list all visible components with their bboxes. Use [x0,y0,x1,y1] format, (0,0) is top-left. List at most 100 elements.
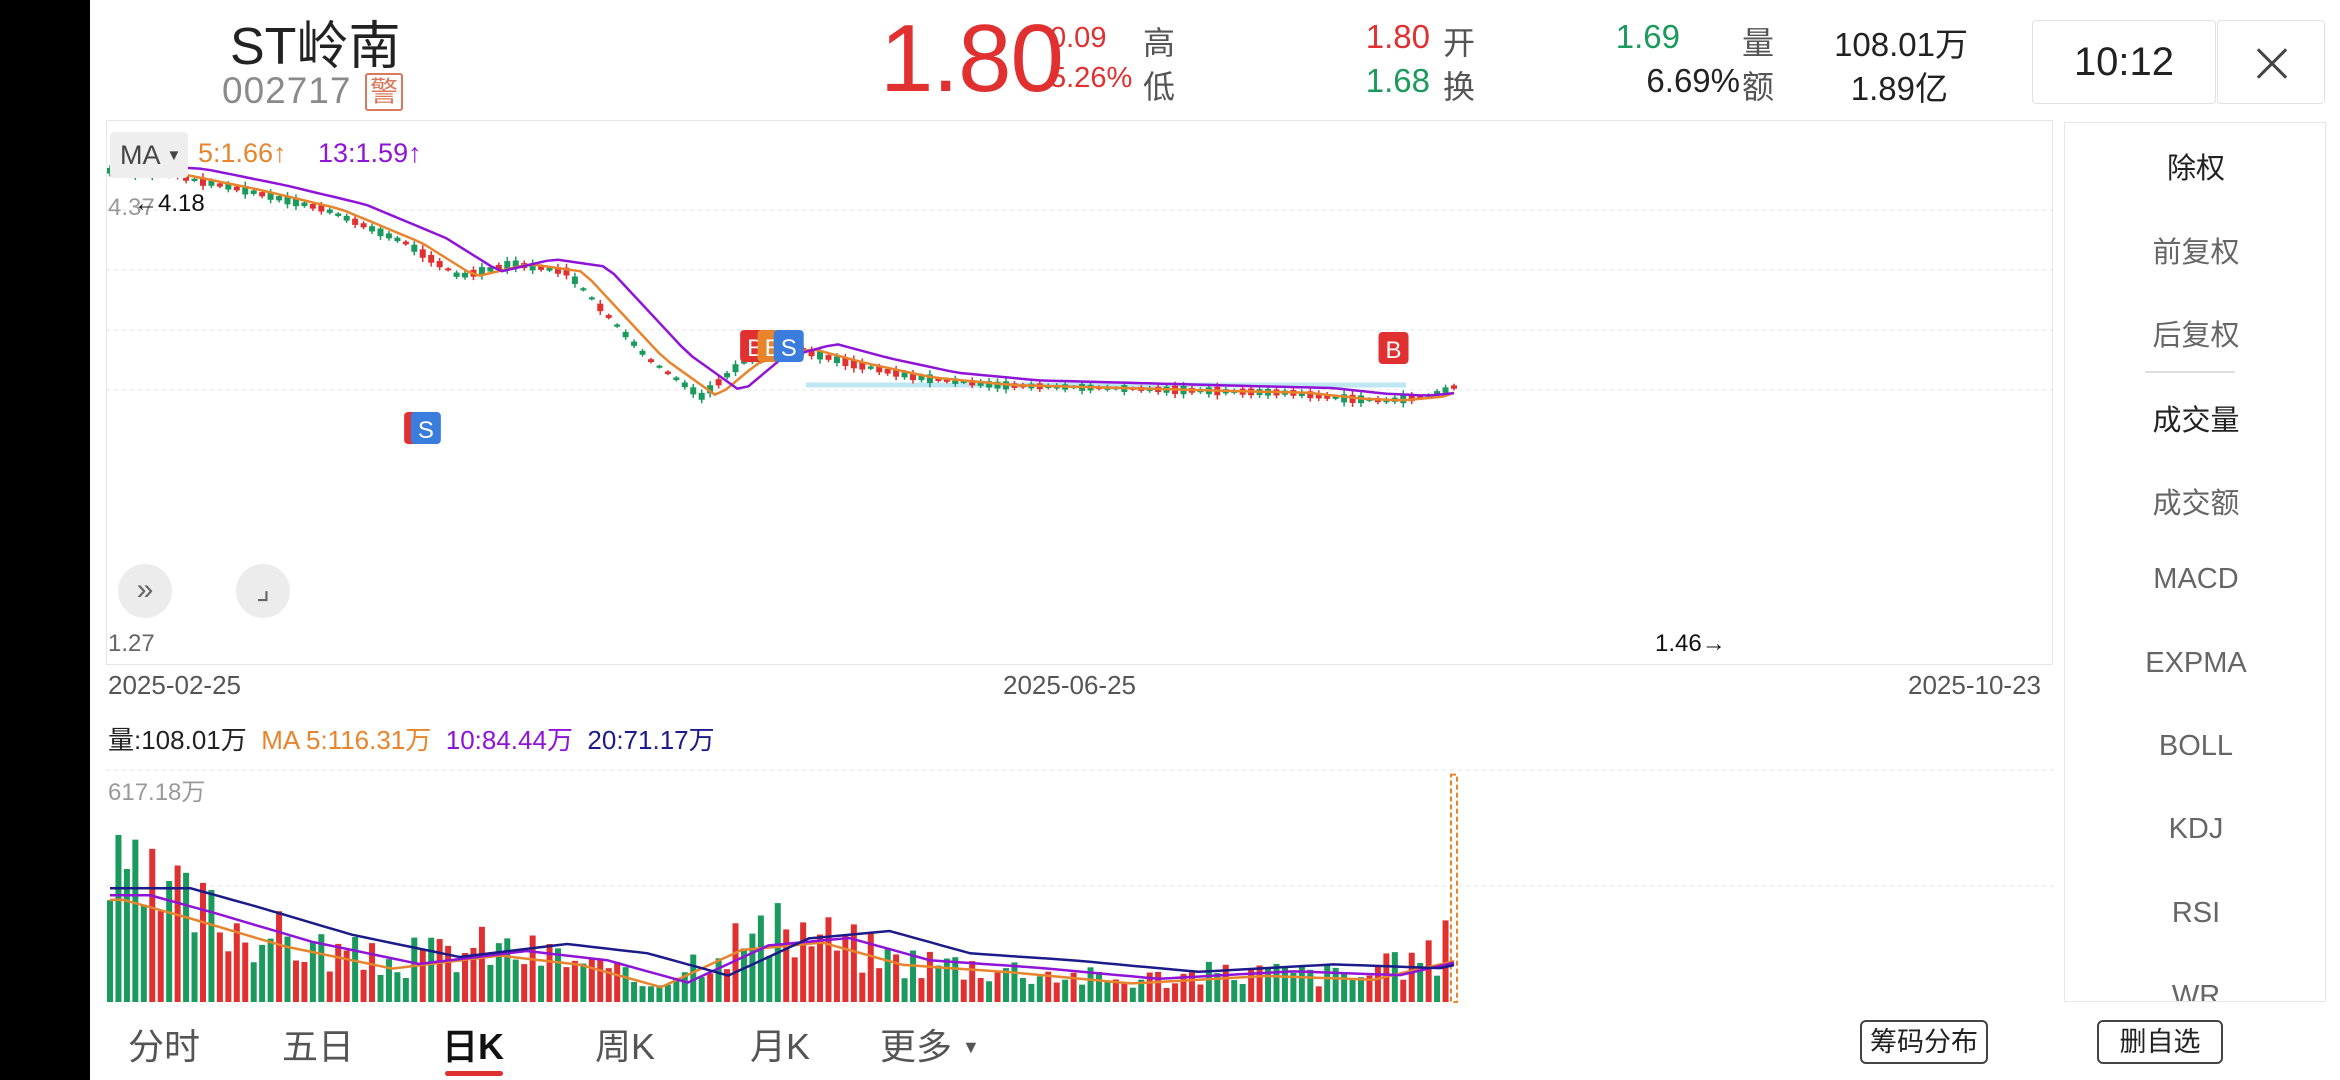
candle-body [910,373,917,381]
volume-chart[interactable] [106,710,2053,1004]
volume-bar [1095,971,1102,1002]
tab-intraday[interactable]: 分时 [128,1026,201,1067]
ma-indicator-selector[interactable]: MA ▼ [110,132,188,178]
volume-bar [1087,967,1094,1002]
signal-letter: B [1386,337,1402,364]
candle-body [402,241,409,245]
volume-bar [267,938,274,1002]
volume-bar [521,964,528,1002]
volume-bar [1121,982,1128,1002]
candle-body [1417,396,1424,399]
side-item-backward-adjusted[interactable]: 后复权 [2152,320,2240,352]
candle-body [1341,394,1348,403]
side-item-amount[interactable]: 成交额 [2152,488,2240,520]
collapse-icon[interactable]: ⌟ [236,564,290,618]
price-axis-max: 4.37 [108,194,155,221]
candle-body [309,203,316,209]
open-label: 开 [1443,25,1476,61]
volume-bar [876,968,883,1002]
tab-daily-k[interactable]: 日K [442,1026,504,1067]
candle-body [580,288,587,291]
signal-badge [1378,332,1409,364]
side-item-boll[interactable]: BOLL [2158,730,2234,762]
side-item-wr[interactable]: WR [2171,980,2221,1002]
volume-bar [402,978,409,1002]
volume-bar [1197,984,1204,1002]
volume-bar [850,924,857,1002]
time-display: 10:12 [2032,20,2216,104]
tab-more[interactable]: 更多 ▼ [880,1018,980,1070]
tab-five-day[interactable]: 五日 [282,1026,355,1067]
volume-axis-max: 617.18万 [108,779,206,806]
volume-bar [1172,983,1179,1002]
kline-chart[interactable]: BSBBSB [106,120,2053,665]
volume-bar [605,968,612,1002]
candle-body [1451,385,1457,389]
volume-bar [352,937,359,1002]
volume-bar [1265,968,1272,1002]
volume-bar [800,922,807,1002]
side-item-volume[interactable]: 成交量 [2152,405,2240,437]
signal-badge [410,412,441,444]
volume-bar [462,952,469,1002]
candle-body [267,192,274,200]
side-item-ex-rights[interactable]: 除权 [2166,153,2225,185]
candle-body [419,249,426,258]
candle-body [698,392,705,400]
candle-body [867,366,874,369]
volume-bar [369,943,376,1002]
tab-weekly-k[interactable]: 周K [595,1026,656,1067]
ma13-legend: 13:1.59↑ [318,138,422,169]
volume-bar [707,973,714,1002]
date-end: 2025-10-23 [1908,670,2041,700]
side-item-kdj[interactable]: KDJ [2168,813,2224,845]
volume-bar [960,979,967,1002]
side-item-macd[interactable]: MACD [2153,563,2239,595]
volume-bar [1138,979,1145,1002]
volume-bar [529,935,536,1002]
volume-bar [918,978,925,1002]
candle-body [183,175,190,181]
volume-bar-estimate [1450,773,1458,1003]
candle-body [893,369,900,377]
candle-body [546,267,553,271]
side-item-expma[interactable]: EXPMA [2145,647,2247,679]
chip-distribution-button[interactable]: 筹码分布 [1860,1020,1988,1064]
kline-chart-frame [106,120,2053,665]
volume-bar [715,958,722,1002]
volume-bar [817,934,824,1002]
close-button[interactable] [2217,20,2325,104]
volume-bar [470,947,477,1002]
candle-body [276,196,283,201]
signal-letter: S [418,417,434,444]
volume-bar [969,961,976,1002]
volume-bar [1062,979,1069,1002]
candle-body [588,297,595,300]
volume-bar [926,951,933,1002]
candle-body [436,261,443,268]
candle-body [622,332,629,338]
volume-bar [1003,968,1009,1002]
candle-body [926,374,933,384]
remove-watchlist-button[interactable]: 删自选 [2097,1020,2223,1064]
volume-bar [1400,979,1407,1002]
expand-forward-icon[interactable]: » [118,564,172,618]
volume-bar [284,936,291,1002]
tab-monthly-k[interactable]: 月K [750,1026,811,1067]
candle-body [191,178,198,182]
side-item-rsi[interactable]: RSI [2171,897,2221,929]
volume-bar [1391,952,1398,1002]
volume-bar [538,965,545,1002]
volume-bar [1205,961,1212,1002]
volume-bar [309,942,316,1002]
side-item-forward-adjusted[interactable]: 前复权 [2152,237,2240,269]
volume-bar [132,839,139,1002]
ma5-up-arrow-icon: ↑ [273,138,287,168]
volume-bar [580,963,587,1002]
volume-bar [563,967,570,1002]
candle-body [318,205,325,212]
price-change-percent: 5.26% [1050,62,1133,94]
volume-bar [1281,965,1288,1002]
volume-bar [1036,976,1043,1002]
volume-bar [453,972,460,1002]
